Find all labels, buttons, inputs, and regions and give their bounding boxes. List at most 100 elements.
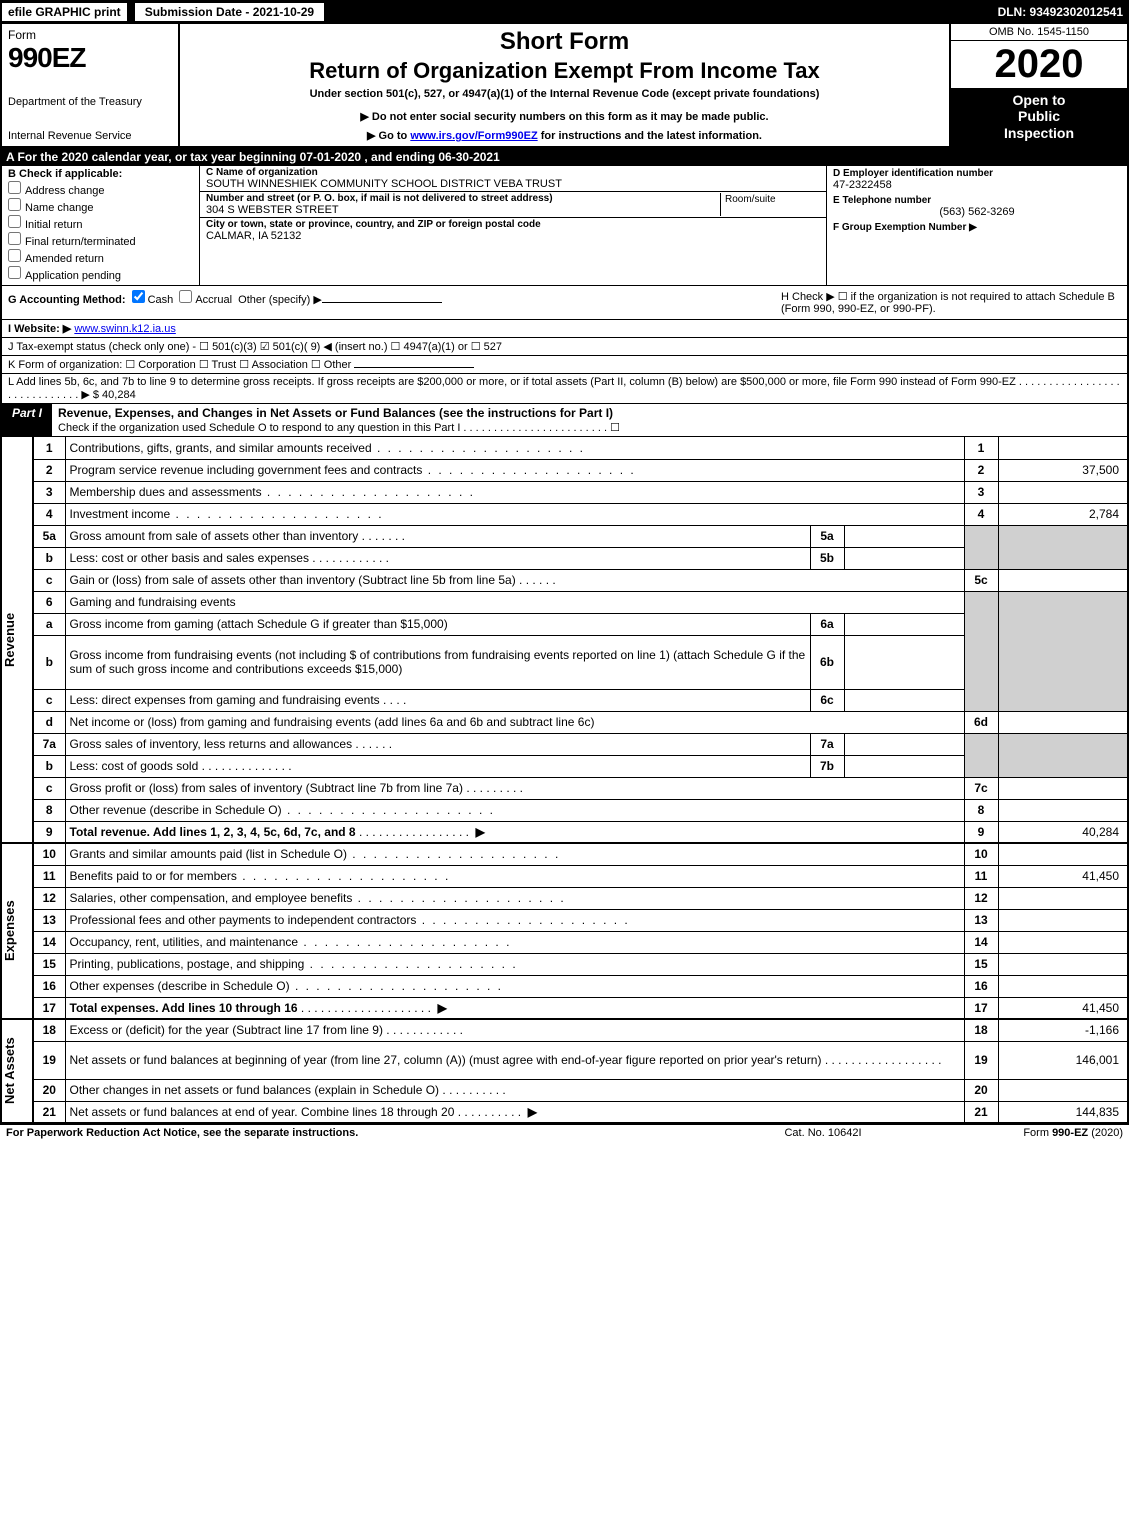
line-5b-inlab: 5b (810, 547, 844, 569)
k-other-field[interactable] (354, 367, 474, 368)
website-link[interactable]: www.swinn.k12.ia.us (74, 323, 176, 335)
g-label: G Accounting Method: (8, 294, 126, 306)
line-6-num: 6 (33, 591, 65, 613)
chk-final-return[interactable]: Final return/terminated (8, 232, 193, 248)
line-7c-num: c (33, 777, 65, 799)
section-revenue: Revenue (1, 437, 33, 843)
line-8-num: 8 (33, 799, 65, 821)
line-12-val (998, 887, 1128, 909)
line-21-num: 21 (33, 1101, 65, 1123)
line-10-desc: Grants and similar amounts paid (list in… (65, 843, 964, 865)
line-4-val: 2,784 (998, 503, 1128, 525)
line-9-val: 40,284 (998, 821, 1128, 843)
chk-amended-return[interactable]: Amended return (8, 249, 193, 265)
k-form-org-row: K Form of organization: ☐ Corporation ☐ … (0, 356, 1129, 374)
line-20-desc: Other changes in net assets or fund bala… (65, 1079, 964, 1101)
form-word: Form (8, 28, 172, 42)
line-14-desc: Occupancy, rent, utilities, and maintena… (65, 931, 964, 953)
open-line3: Inspection (953, 125, 1125, 142)
chk-cash[interactable] (132, 290, 145, 303)
line-6b-desc: Gross income from fundraising events (no… (65, 635, 810, 689)
line-6d-desc: Net income or (loss) from gaming and fun… (65, 711, 964, 733)
shade-6 (964, 591, 998, 711)
line-3-val (998, 481, 1128, 503)
line-12-num: 12 (33, 887, 65, 909)
open-to-public: Open to Public Inspection (951, 88, 1127, 146)
line-4-desc: Investment income (65, 503, 964, 525)
line-5a-inval (844, 525, 964, 547)
line-16-rlab: 16 (964, 975, 998, 997)
line-21-desc: Net assets or fund balances at end of ye… (65, 1101, 964, 1123)
g-accounting: G Accounting Method: Cash Accrual Other … (8, 290, 781, 315)
tax-year: 2020 (951, 41, 1127, 88)
j-tax-exempt-row: J Tax-exempt status (check only one) - ☐… (0, 338, 1129, 356)
line-8-desc: Other revenue (describe in Schedule O) (65, 799, 964, 821)
goto-link[interactable]: www.irs.gov/Form990EZ (410, 130, 537, 142)
line-1-val (998, 437, 1128, 459)
line-6b-num: b (33, 635, 65, 689)
line-7b-desc: Less: cost of goods sold . . . . . . . .… (65, 755, 810, 777)
line-17-num: 17 (33, 997, 65, 1019)
section-expenses: Expenses (1, 843, 33, 1019)
line-15-val (998, 953, 1128, 975)
line-7c-desc: Gross profit or (loss) from sales of inv… (65, 777, 964, 799)
line-19-desc: Net assets or fund balances at beginning… (65, 1041, 964, 1079)
line-8-rlab: 8 (964, 799, 998, 821)
line-5b-num: b (33, 547, 65, 569)
efile-print-label[interactable]: efile GRAPHIC print (0, 1, 129, 23)
line-7a-inlab: 7a (810, 733, 844, 755)
line-6d-val (998, 711, 1128, 733)
line-12-rlab: 12 (964, 887, 998, 909)
line-20-val (998, 1079, 1128, 1101)
line-13-rlab: 13 (964, 909, 998, 931)
line-5c-desc: Gain or (loss) from sale of assets other… (65, 569, 964, 591)
l-gross-receipts-row: L Add lines 5b, 6c, and 7b to line 9 to … (0, 374, 1129, 404)
shade-6v (998, 591, 1128, 711)
footer-formno: Form 990-EZ (2020) (923, 1127, 1123, 1139)
line-9-rlab: 9 (964, 821, 998, 843)
line-3-rlab: 3 (964, 481, 998, 503)
line-21-rlab: 21 (964, 1101, 998, 1123)
line-15-rlab: 15 (964, 953, 998, 975)
i-website-row: I Website: ▶ www.swinn.k12.ia.us (0, 320, 1129, 338)
footer-paperwork: For Paperwork Reduction Act Notice, see … (6, 1127, 723, 1139)
line-1-rlab: 1 (964, 437, 998, 459)
form-header: Form 990EZ Department of the Treasury In… (0, 24, 1129, 148)
shade-7v (998, 733, 1128, 777)
line-5c-rlab: 5c (964, 569, 998, 591)
line-7b-num: b (33, 755, 65, 777)
do-not-enter: ▶ Do not enter social security numbers o… (188, 110, 941, 123)
page-footer: For Paperwork Reduction Act Notice, see … (0, 1124, 1129, 1141)
line-6a-inlab: 6a (810, 613, 844, 635)
line-12-desc: Salaries, other compensation, and employ… (65, 887, 964, 909)
chk-initial-return[interactable]: Initial return (8, 215, 193, 231)
submission-date: Submission Date - 2021-10-29 (133, 1, 326, 23)
line-7a-desc: Gross sales of inventory, less returns a… (65, 733, 810, 755)
chk-application-pending[interactable]: Application pending (8, 266, 193, 282)
short-form-title: Short Form (188, 28, 941, 56)
line-3-num: 3 (33, 481, 65, 503)
other-specify-field[interactable] (322, 302, 442, 303)
line-10-val (998, 843, 1128, 865)
line-6-desc: Gaming and fundraising events (65, 591, 964, 613)
shade-5v (998, 525, 1128, 569)
line-19-num: 19 (33, 1041, 65, 1079)
chk-address-change[interactable]: Address change (8, 181, 193, 197)
line-2-num: 2 (33, 459, 65, 481)
f-group-label: F Group Exemption Number ▶ (833, 222, 1121, 233)
chk-accrual[interactable] (179, 290, 192, 303)
line-20-num: 20 (33, 1079, 65, 1101)
line-7a-num: 7a (33, 733, 65, 755)
line-7c-rlab: 7c (964, 777, 998, 799)
line-8-val (998, 799, 1128, 821)
open-line1: Open to (953, 92, 1125, 109)
b-title: B Check if applicable: (8, 168, 193, 180)
shade-5 (964, 525, 998, 569)
h-check: H Check ▶ ☐ if the organization is not r… (781, 290, 1121, 315)
line-18-desc: Excess or (deficit) for the year (Subtra… (65, 1019, 964, 1041)
box-b-checks: B Check if applicable: Address change Na… (2, 166, 200, 285)
chk-name-change[interactable]: Name change (8, 198, 193, 214)
line-17-val: 41,450 (998, 997, 1128, 1019)
line-16-val (998, 975, 1128, 997)
line-6b-inval (844, 635, 964, 689)
